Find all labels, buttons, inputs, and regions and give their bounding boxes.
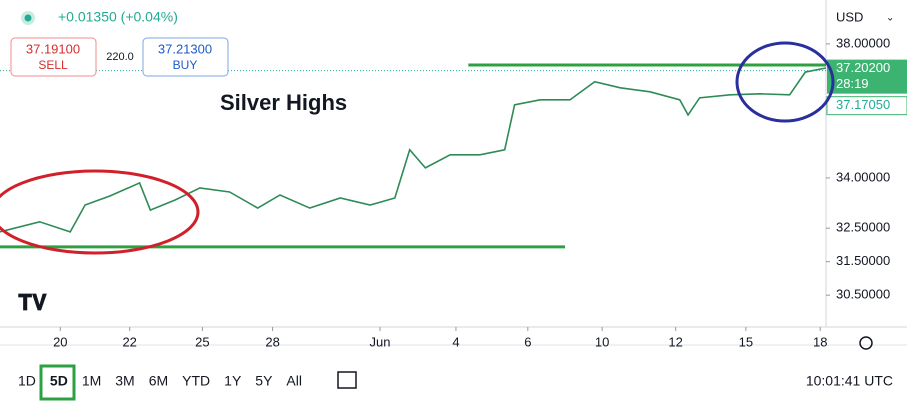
highlight-ellipse	[0, 169, 200, 255]
buy-price[interactable]: 37.21300	[158, 41, 212, 56]
x-tick-label: 4	[452, 334, 459, 349]
last-price-tag	[827, 59, 907, 94]
range-button[interactable]: 6M	[149, 373, 168, 389]
status-dot	[24, 14, 32, 22]
logo: 𝐓𝐕	[18, 290, 47, 315]
range-button[interactable]: 1D	[18, 373, 36, 389]
x-tick-label: 20	[53, 334, 67, 349]
last-price-label: 37.20200	[836, 60, 890, 75]
x-tick-label: 15	[739, 334, 753, 349]
bid-price-label: 37.17050	[836, 97, 890, 112]
x-tick-label: 10	[595, 334, 609, 349]
settings-icon[interactable]	[859, 336, 873, 350]
y-tick-label: 38.00000	[836, 35, 890, 50]
x-tick-label: Jun	[369, 334, 390, 349]
currency-caret[interactable]: ⌄	[886, 13, 894, 24]
currency[interactable]: USD	[836, 9, 863, 24]
x-tick-label: 6	[524, 334, 531, 349]
highlight-ellipse	[735, 41, 835, 123]
bid-price-tag	[826, 96, 907, 116]
range-button[interactable]: All	[286, 373, 302, 389]
sell-label[interactable]: SELL	[38, 58, 68, 72]
y-tick-label: 32.50000	[836, 220, 890, 235]
buy-label[interactable]: BUY	[173, 58, 198, 72]
x-tick-label: 12	[668, 334, 682, 349]
plot: 38.00000 34.00000 32.50000 31.50000 30.50000…	[0, 35, 907, 349]
range-button[interactable]: 1Y	[224, 373, 242, 389]
x-tick-label: 22	[122, 334, 136, 349]
range-button[interactable]: 3M	[115, 373, 134, 389]
active-range	[39, 364, 76, 401]
date-range-icon[interactable]	[337, 371, 357, 389]
range-button[interactable]: 1M	[82, 373, 101, 389]
clock: 10:01:41 UTC	[806, 373, 893, 389]
range-button[interactable]: 5Y	[255, 373, 273, 389]
x-tick-label: 25	[195, 334, 209, 349]
y-tick-label: 31.50000	[836, 253, 890, 268]
x-tick-label: 18	[813, 334, 827, 349]
x-tick-label: 28	[265, 334, 279, 349]
buy-button[interactable]	[142, 37, 229, 77]
countdown: 28:19	[836, 76, 869, 91]
sell-price[interactable]: 37.19100	[26, 41, 80, 56]
range-button[interactable]: 5D	[50, 373, 68, 389]
change: +0.01350 (+0.04%)	[58, 9, 178, 25]
spread: 220.0	[106, 51, 134, 63]
annotation: Silver Highs	[220, 90, 347, 115]
price-line	[0, 67, 827, 233]
sell-button[interactable]	[10, 37, 97, 77]
range-button[interactable]: YTD	[182, 373, 210, 389]
y-tick-label: 34.00000	[836, 169, 890, 184]
y-tick-label: 30.50000	[836, 287, 890, 302]
